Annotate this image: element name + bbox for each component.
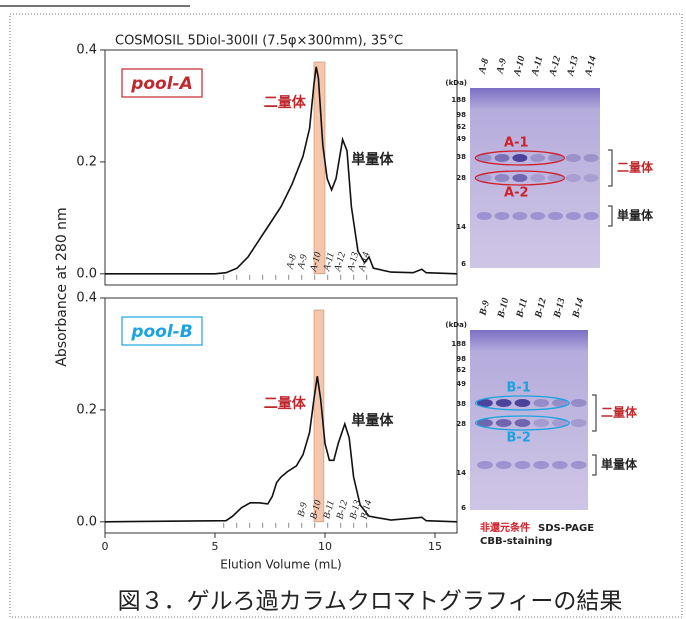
gel-band: [495, 154, 510, 162]
mw-label: 28: [456, 174, 466, 182]
lane-label: B-10: [495, 297, 511, 320]
mw-label: 38: [456, 400, 466, 408]
monomer-bracket: [592, 455, 596, 475]
lane-label: A-10: [512, 55, 528, 78]
gel-band: [571, 419, 587, 427]
monomer-label: 単量体: [351, 151, 394, 168]
y-tick-label: 0.4: [76, 43, 97, 58]
dimer-label: 二量体: [264, 94, 307, 111]
lane-label: A-11: [529, 55, 545, 78]
gel-band: [584, 154, 599, 162]
gel-band: [530, 154, 545, 162]
lane-label: B-11: [514, 297, 530, 320]
x-axis-label: Elution Volume (mL): [220, 558, 342, 572]
lane-label: A-14: [583, 55, 599, 78]
band-label: B-1: [507, 381, 531, 396]
lane-label: A-9: [494, 57, 509, 75]
condition-red: 非還元条件: [480, 521, 530, 534]
mw-label: 6: [461, 260, 466, 268]
y-tick-label: 0.2: [76, 402, 97, 417]
y-tick-label: 0.2: [76, 154, 97, 169]
gel-band: [566, 212, 581, 220]
x-tick-label: 15: [428, 540, 442, 553]
gel-band: [584, 174, 599, 182]
lane-label: B-9: [477, 299, 492, 317]
dimer-bracket: [592, 395, 596, 431]
gel-band: [530, 212, 545, 220]
band-label: A-1: [504, 136, 529, 151]
gel-band: [533, 419, 549, 427]
mw-label: 188: [451, 96, 466, 104]
gel-band: [496, 399, 512, 407]
gel-band: [477, 461, 493, 469]
gel-band: [552, 461, 568, 469]
gel-band: [515, 399, 531, 407]
gel-band: [496, 461, 512, 469]
monomer-bracket: [608, 206, 612, 226]
lane-label: B-14: [570, 297, 586, 320]
gel-band: [533, 399, 549, 407]
y-tick-label: 0.4: [76, 291, 97, 306]
y-axis-label: Absorbance at 280 nm: [54, 207, 70, 366]
panel-label: pool-A: [130, 74, 193, 94]
gel-band: [571, 461, 587, 469]
gel-band: [584, 212, 599, 220]
gel-band: [566, 154, 581, 162]
mw-label: 98: [456, 111, 466, 119]
lane-label: A-13: [565, 55, 581, 78]
gel-band: [477, 212, 492, 220]
gel-band: [512, 174, 527, 182]
mw-label: 14: [456, 469, 466, 477]
y-tick-label: 0.0: [76, 266, 97, 281]
gel-band: [495, 212, 510, 220]
mw-label: 49: [456, 380, 466, 388]
condition-stain: CBB-staining: [480, 536, 552, 547]
mw-label: 62: [456, 366, 466, 374]
condition-black: SDS-PAGE: [538, 523, 594, 534]
x-tick-label: 0: [102, 540, 109, 553]
gel-monomer-label: 単量体: [617, 208, 654, 223]
gel-band: [512, 212, 527, 220]
chart-title: COSMOSIL 5Diol-300II (7.5φ×300mm), 35°C: [115, 34, 403, 49]
lane-label: A-12: [547, 55, 563, 78]
band-label: A-2: [504, 186, 529, 201]
caption: 図３．ゲルろ過カラムクロマトグラフィーの結果: [118, 589, 623, 615]
mw-label: 62: [456, 123, 466, 131]
mw-label: 14: [456, 223, 466, 231]
mw-label: 38: [456, 153, 466, 161]
gel-dimer-label: 二量体: [617, 160, 654, 175]
panel-label: pool-B: [130, 322, 192, 342]
gel-band: [515, 419, 531, 427]
y-tick-label: 0.0: [76, 514, 97, 529]
gel-band: [533, 461, 549, 469]
gel-monomer-label: 単量体: [601, 457, 638, 472]
x-tick-label: 5: [212, 540, 219, 553]
mw-label: 98: [456, 355, 466, 363]
mw-label: 49: [456, 135, 466, 143]
monomer-label: 単量体: [351, 412, 394, 429]
gel-dimer-label: 二量体: [601, 405, 638, 420]
gel-band: [515, 461, 531, 469]
dimer-bracket: [608, 150, 612, 186]
dimer-label: 二量体: [264, 395, 307, 412]
gel-band: [548, 212, 563, 220]
lane-label: B-13: [552, 297, 568, 320]
kda-label: (kDa): [445, 321, 467, 329]
gel-band: [566, 174, 581, 182]
band-label: B-2: [507, 431, 531, 446]
mw-label: 28: [456, 420, 466, 428]
x-tick-label: 10: [318, 540, 332, 553]
mw-label: 6: [461, 504, 466, 512]
lane-label: B-12: [533, 297, 549, 320]
gel-band: [530, 174, 545, 182]
lane-label: A-8: [477, 57, 492, 75]
kda-label: (kDa): [445, 79, 467, 87]
gel-band: [496, 419, 512, 427]
gel-band: [495, 174, 510, 182]
mw-label: 188: [451, 340, 466, 348]
gel-band: [512, 154, 527, 162]
gel-band: [571, 399, 587, 407]
figure: 図３．ゲルろ過カラムクロマトグラフィーの結果 非還元条件 SDS-PAGE CB…: [0, 0, 686, 619]
